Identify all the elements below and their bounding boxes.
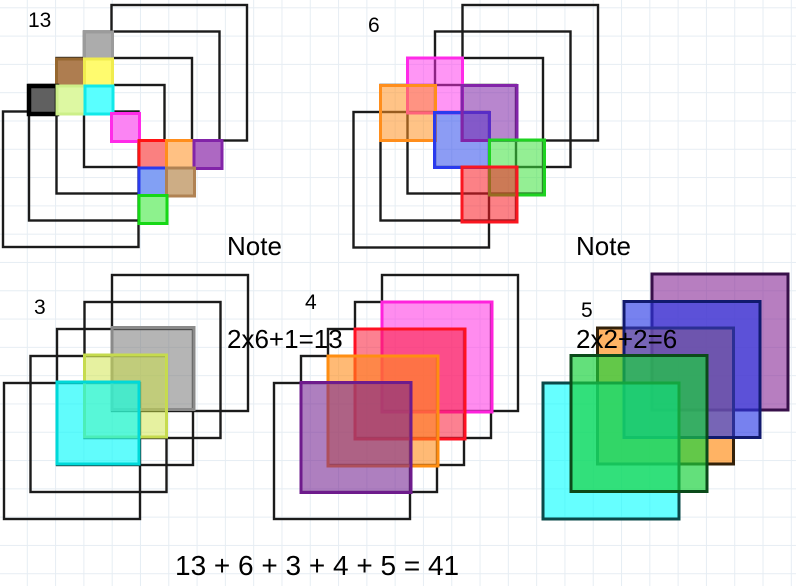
group-13-square-blue [137,166,169,198]
group-label-3: 3 [34,296,46,319]
group-13-square-green [137,194,169,225]
group-13-square-gray [83,30,114,62]
group-6-square-orange [379,84,437,142]
group-13-square-cyan [83,84,115,116]
group-3-square-cyan [55,380,141,466]
group-13-square-purple [192,139,224,170]
group-13-square-tan [165,166,196,198]
note-6-line-1: Note [576,231,631,261]
group-label-13: 13 [28,9,52,32]
group-label-5: 5 [581,299,593,322]
group-13-square-orange [165,139,196,170]
note-13-line-2: 2x6+1=13 [227,324,343,354]
group-5-square-green [569,354,709,493]
group-6-square-purple [460,84,519,142]
group-13-square-magenta [110,112,141,143]
group-13-outline-square-3 [55,56,194,195]
sum-equation: 13 + 6 + 3 + 4 + 5 = 41 [175,550,460,581]
note-annotation-13: Note 2x6+1=13 [227,169,343,417]
group-label-6: 6 [368,14,380,37]
group-13-square-yellow [83,57,114,89]
group-4-square-purple [299,381,413,494]
group-13-square-pale-green [55,84,87,116]
group-label-4: 4 [305,291,317,314]
group-13-square-red [137,139,169,170]
note-6-line-2: 2x2+2=6 [576,324,678,354]
group-13-square-black [26,83,60,117]
note-annotation-6: Note 2x2+2=6 [576,169,677,417]
group-13-square-brown [55,57,86,89]
note-13-line-1: Note [227,231,282,261]
group-6-square-red [460,165,519,224]
